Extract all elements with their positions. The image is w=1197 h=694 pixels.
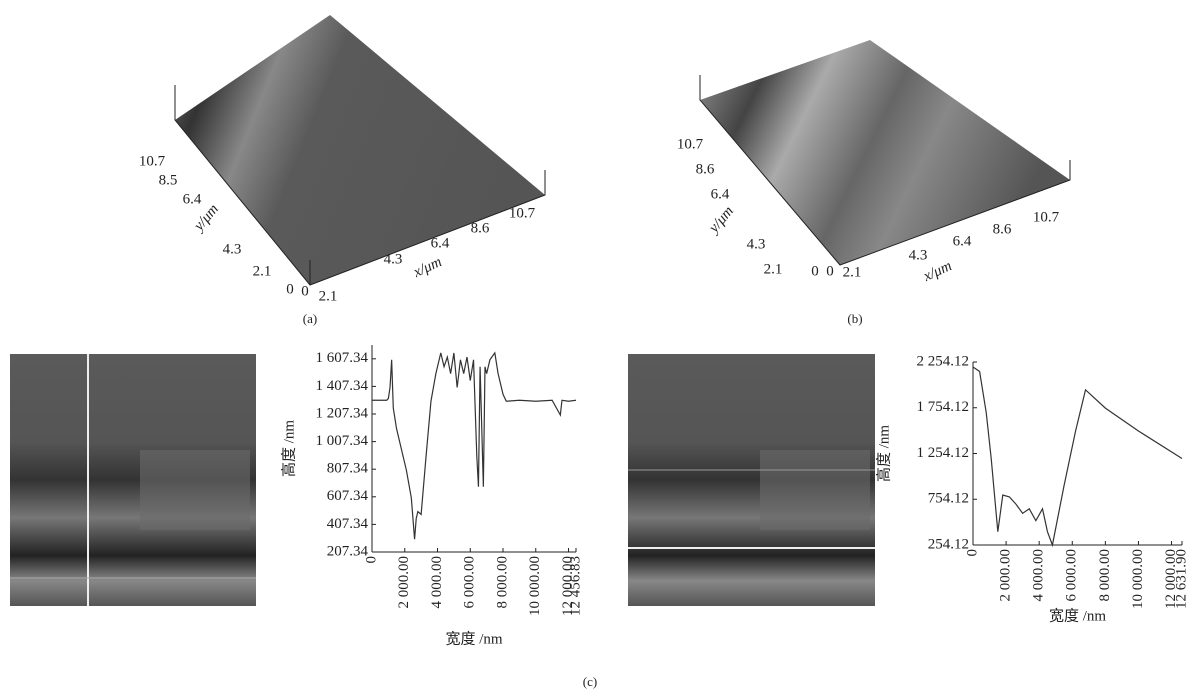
y-tick-label: 2.1 [764, 261, 783, 277]
x-tick-label: 4 000.00 [429, 556, 445, 609]
x-tick-label: 0 [301, 283, 309, 299]
y-tick-label: 607.34 [327, 488, 369, 504]
x-tick-label: 0 [826, 263, 834, 279]
y-tick-label: 10.7 [677, 136, 704, 152]
x-tick-label: 6 000.00 [462, 556, 478, 609]
y-tick-label: 2.1 [253, 263, 272, 279]
y-tick-label: 1 407.34 [316, 378, 369, 394]
y-tick-label: 0 [811, 263, 819, 279]
y-tick-label: 0 [286, 281, 294, 297]
x-tick-label: 6.4 [431, 235, 450, 251]
y-tick-label: 1 207.34 [316, 405, 369, 421]
y-tick-label: 4.3 [223, 241, 242, 257]
y-axis-label: 高度 /nm [280, 420, 297, 477]
y-tick-label: 6.4 [711, 186, 730, 202]
y-axis-label: 高度 /nm [875, 425, 892, 482]
y-tick-label: 1 007.34 [316, 433, 369, 449]
x-tick-label: 10 000.00 [527, 556, 543, 616]
y-tick-label: 1 254.12 [917, 445, 970, 461]
x-tick-label: 8.6 [993, 221, 1012, 237]
x-tick-label: 2.1 [843, 264, 862, 280]
x-tick-label: 10.7 [509, 205, 536, 221]
x-tick-label: 4 000.00 [1031, 549, 1047, 602]
y-tick-label: 1 607.34 [316, 350, 369, 366]
x-axis-label: 宽度 /nm [1049, 607, 1106, 624]
x-tick-label: 10 000.00 [1130, 549, 1146, 609]
caption: (a) [303, 311, 317, 326]
y-tick-label: 8.5 [159, 172, 178, 188]
y-tick-label: 754.12 [928, 491, 969, 507]
x-tick-label: 0 [964, 549, 980, 557]
profile-line [372, 353, 576, 539]
x-tick-label: 6 000.00 [1064, 549, 1080, 602]
x-tick-label: 10.7 [1033, 209, 1060, 225]
x-tick-label: 8.6 [471, 220, 490, 236]
y-tick-label: 6.4 [183, 191, 202, 207]
y-tick-label: 2 254.12 [917, 353, 970, 369]
image-b [628, 354, 875, 606]
caption: (b) [847, 311, 862, 326]
y-tick-label: 4.3 [747, 236, 766, 252]
y-tick-label: 407.34 [327, 516, 369, 532]
profile-line [973, 367, 1182, 545]
x-tick-label: 2 000.00 [998, 549, 1014, 602]
y-tick-label: 10.7 [139, 153, 166, 169]
image-a [10, 354, 256, 606]
y-tick-label: 207.34 [327, 543, 369, 559]
x-axis-label: 宽度 /nm [445, 630, 502, 647]
figure: 10.78.56.44.32.1002.14.36.48.610.7y/μmx/… [0, 0, 1197, 694]
y-tick-label: 807.34 [327, 461, 369, 477]
x-tick-label: 2 000.00 [396, 556, 412, 609]
caption: (c) [583, 674, 597, 689]
x-tick-label: 8 000.00 [1097, 549, 1113, 602]
surface-b [700, 40, 1070, 265]
x-tick-label: 8 000.00 [494, 556, 510, 609]
x-tick-label: 2.1 [319, 288, 338, 304]
x-tick-label: 4.3 [909, 247, 928, 263]
x-tick-label: 12 456.83 [567, 556, 583, 616]
y-tick-label: 8.6 [696, 161, 715, 177]
y-axis-label: y/μm [705, 203, 737, 237]
x-axis-label: x/μm [410, 254, 444, 281]
x-tick-label: 0 [363, 556, 379, 564]
x-tick-label: 12 631.90 [1173, 549, 1189, 609]
x-tick-label: 6.4 [953, 233, 972, 249]
y-tick-label: 254.12 [928, 536, 969, 552]
y-tick-label: 1 754.12 [917, 399, 970, 415]
x-tick-label: 4.3 [384, 251, 403, 267]
